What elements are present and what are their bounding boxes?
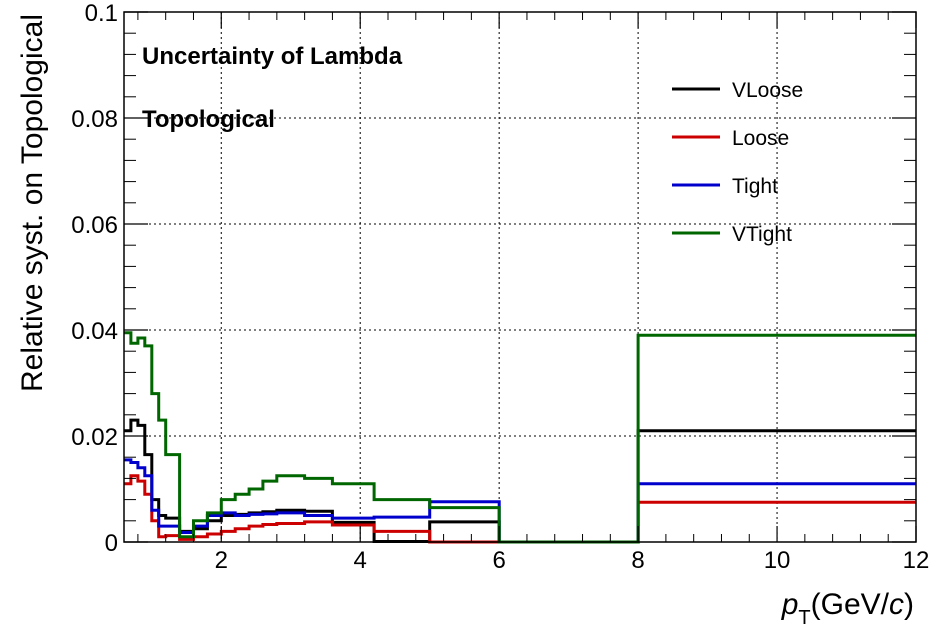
x-tick-label: 4 xyxy=(354,547,367,574)
y-tick-label: 0.06 xyxy=(71,212,118,239)
plot-frame xyxy=(123,11,917,543)
legend-label-vtight: VTight xyxy=(732,223,792,246)
y-tick-label: 0.08 xyxy=(71,106,118,133)
axis-ticks xyxy=(124,11,917,543)
y-tick-label: 0.02 xyxy=(71,424,118,451)
y-tick-label: 0.04 xyxy=(71,318,118,345)
x-tick-label: 8 xyxy=(631,547,644,574)
y-tick-label: 0.1 xyxy=(85,0,118,27)
x-axis-title-rest: (GeV/ xyxy=(811,588,890,621)
x-tick-label: 12 xyxy=(903,547,930,574)
annotation-subtitle: Topological xyxy=(142,106,275,133)
legend-label-tight: Tight xyxy=(732,175,778,198)
series-line-vtight xyxy=(124,331,916,544)
x-tick-label: 2 xyxy=(215,547,228,574)
x-axis-title-close: ) xyxy=(904,588,914,621)
legend-label-loose: Loose xyxy=(732,127,789,150)
x-axis-title: pT(GeV/c) xyxy=(781,588,914,629)
tick-labels: 2 4 6 8 10 12 0 0.02 0.04 0.06 0.08 0.1 xyxy=(71,0,929,574)
x-axis-title-unit: c xyxy=(889,588,904,621)
x-tick-label: 6 xyxy=(492,547,505,574)
x-axis-title-sub: T xyxy=(798,607,810,629)
x-tick-label: 10 xyxy=(764,547,791,574)
series-line-tight xyxy=(124,458,916,544)
legend-label-vloose: VLoose xyxy=(732,79,803,102)
x-axis-title-p: p xyxy=(781,588,799,621)
y-axis-title: Relative syst. on Topological xyxy=(16,14,49,392)
y-tick-label: 0 xyxy=(105,530,118,557)
legend: VLoose Loose Tight VTight xyxy=(672,79,803,246)
annotation-title: Uncertainty of Lambda xyxy=(142,43,403,70)
